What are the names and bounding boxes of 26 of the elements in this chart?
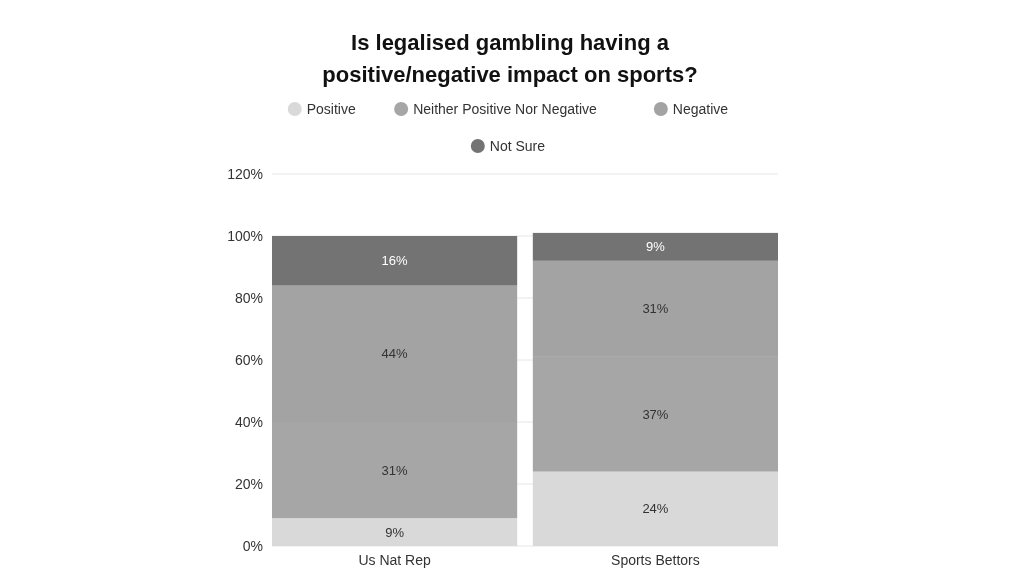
data-label: 16% [381,253,409,269]
bar [532,471,778,546]
y-tick-label: 80% [234,289,263,306]
y-tick-label: 40% [234,413,263,430]
y-tick-label: 0% [242,537,263,554]
y-tick-label: 120% [227,165,263,182]
legend-label: Positive [306,100,356,117]
y-tick-label: 100% [227,227,263,244]
chart-title: Is legalised gambling having a positive/negative impact on sports? [322,30,698,87]
x-tick-label: Us Nat Rep [358,552,431,568]
legend-label: Not Sure [489,137,546,154]
data-label: 9% [385,524,405,540]
data-label: 24% [642,501,669,517]
legend-label: Negative [672,100,729,117]
data-label: 9% [646,239,666,255]
y-tick-label: 20% [234,475,263,492]
bar [272,518,518,546]
legend-label: Neither Positive Nor Negative [413,100,597,117]
y-tick-label: 60% [234,351,263,368]
x-tick-label: Sports Bettors [611,552,700,568]
data-label: 37% [642,406,669,422]
bar [272,236,518,286]
data-label: 31% [642,301,669,317]
bar [532,232,778,261]
data-label: 44% [381,346,409,362]
data-label: 31% [381,462,409,478]
